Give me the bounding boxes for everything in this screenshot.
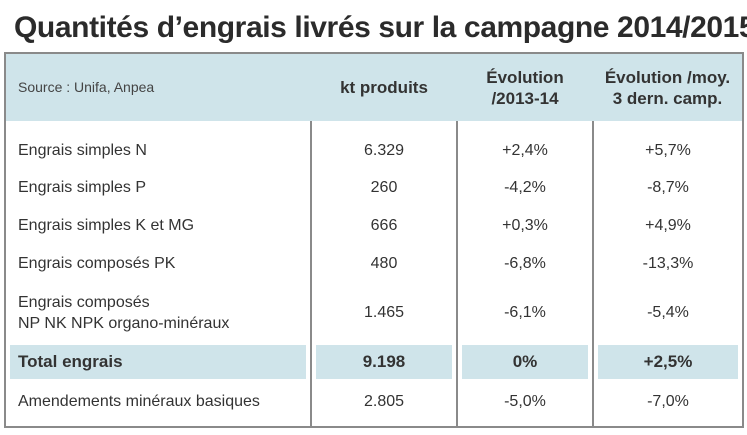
total-evolution-cell: 0% bbox=[456, 342, 594, 383]
cell-evolution-moy: -13,3% bbox=[592, 244, 744, 283]
cell-kt: 1.465 bbox=[310, 282, 458, 343]
cell-kt: 260 bbox=[310, 168, 458, 207]
total-evolution-moy-cell: +2,5% bbox=[592, 342, 744, 383]
cell-evolution-moy: -7,0% bbox=[592, 382, 744, 427]
row-label: Engrais simples N bbox=[4, 121, 312, 169]
total-kt-cell: 9.198 bbox=[310, 342, 458, 383]
table-row: Engrais simples K et MG 666 +0,3% +4,9% bbox=[4, 206, 744, 245]
cell-kt: 666 bbox=[310, 206, 458, 245]
header-row: Source : Unifa, Anpea kt produits Évolut… bbox=[5, 53, 743, 121]
total-label-cell: Total engrais bbox=[4, 342, 312, 383]
cell-evolution: -5,0% bbox=[456, 382, 594, 427]
row-label: Engrais simples K et MG bbox=[4, 206, 312, 245]
col-header-evolution: Évolution /2013-14 bbox=[457, 53, 593, 121]
total-label: Total engrais bbox=[10, 345, 306, 380]
col-header-evolution-line2: /2013-14 bbox=[491, 88, 559, 108]
total-row: Total engrais 9.198 0% +2,5% bbox=[4, 342, 744, 383]
row-label-line2: NP NK NPK organo-minéraux bbox=[18, 314, 230, 332]
col-header-evolution-moy-line2: 3 dern. camp. bbox=[612, 88, 723, 108]
cell-evolution-moy: -5,4% bbox=[592, 282, 744, 343]
cell-evolution-moy: +5,7% bbox=[592, 121, 744, 169]
table-row: Engrais composés NP NK NPK organo-minéra… bbox=[4, 282, 744, 343]
col-header-evolution-line1: Évolution bbox=[486, 67, 564, 87]
row-label: Amendements minéraux basiques bbox=[4, 382, 312, 427]
cell-evolution: -4,2% bbox=[456, 168, 594, 207]
table-row: Engrais simples P 260 -4,2% -8,7% bbox=[4, 168, 744, 207]
col-header-evolution-moy: Évolution /moy. 3 dern. camp. bbox=[593, 53, 743, 121]
cell-kt: 480 bbox=[310, 244, 458, 283]
row-label: Engrais simples P bbox=[4, 168, 312, 207]
total-evolution-moy: +2,5% bbox=[598, 345, 738, 380]
cell-evolution-moy: -8,7% bbox=[592, 168, 744, 207]
row-label: Engrais composés NP NK NPK organo-minéra… bbox=[4, 282, 312, 343]
cell-evolution: -6,8% bbox=[456, 244, 594, 283]
source-note: Source : Unifa, Anpea bbox=[18, 79, 155, 95]
table-title: Quantités d’engrais livrés sur la campag… bbox=[14, 11, 747, 44]
col-header-evolution-moy-line1: Évolution /moy. bbox=[604, 67, 731, 87]
total-evolution: 0% bbox=[462, 345, 588, 380]
cell-evolution-moy: +4,9% bbox=[592, 206, 744, 245]
row-label-line1: Engrais composés bbox=[18, 293, 150, 311]
cell-kt: 2.805 bbox=[310, 382, 458, 427]
cell-kt: 6.329 bbox=[310, 121, 458, 169]
col-header-kt: kt produits bbox=[340, 78, 428, 97]
row-label: Engrais composés PK bbox=[4, 244, 312, 283]
table-row: Engrais composés PK 480 -6,8% -13,3% bbox=[4, 244, 744, 283]
cell-evolution: +2,4% bbox=[456, 121, 594, 169]
table-row: Amendements minéraux basiques 2.805 -5,0… bbox=[4, 382, 744, 427]
cell-evolution: -6,1% bbox=[456, 282, 594, 343]
fertilizer-table: Source : Unifa, Anpea kt produits Évolut… bbox=[4, 52, 744, 428]
total-kt: 9.198 bbox=[316, 345, 452, 380]
cell-evolution: +0,3% bbox=[456, 206, 594, 245]
table-row: Engrais simples N 6.329 +2,4% +5,7% bbox=[4, 121, 744, 169]
